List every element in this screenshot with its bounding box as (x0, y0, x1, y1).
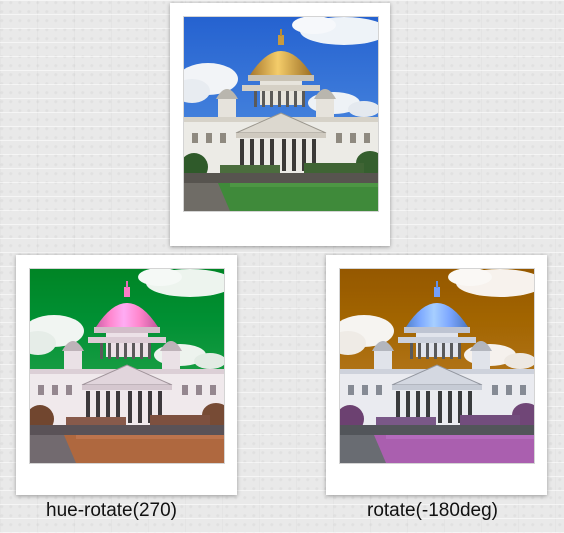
cathedral-dome-photo-hue-rotated (30, 269, 224, 463)
rotate-caption: rotate(-180deg) (367, 500, 498, 521)
hue-rotate-photo-card (16, 255, 237, 495)
rotate-photo-card (326, 255, 547, 495)
hue-rotate-caption: hue-rotate(270) (46, 500, 177, 521)
cathedral-dome-photo-rotated (340, 269, 534, 463)
cathedral-dome-photo (184, 17, 378, 211)
hue-rotate-photo (29, 268, 225, 464)
original-photo-card (170, 3, 390, 246)
rotate-photo (339, 268, 535, 464)
original-photo (183, 16, 379, 212)
